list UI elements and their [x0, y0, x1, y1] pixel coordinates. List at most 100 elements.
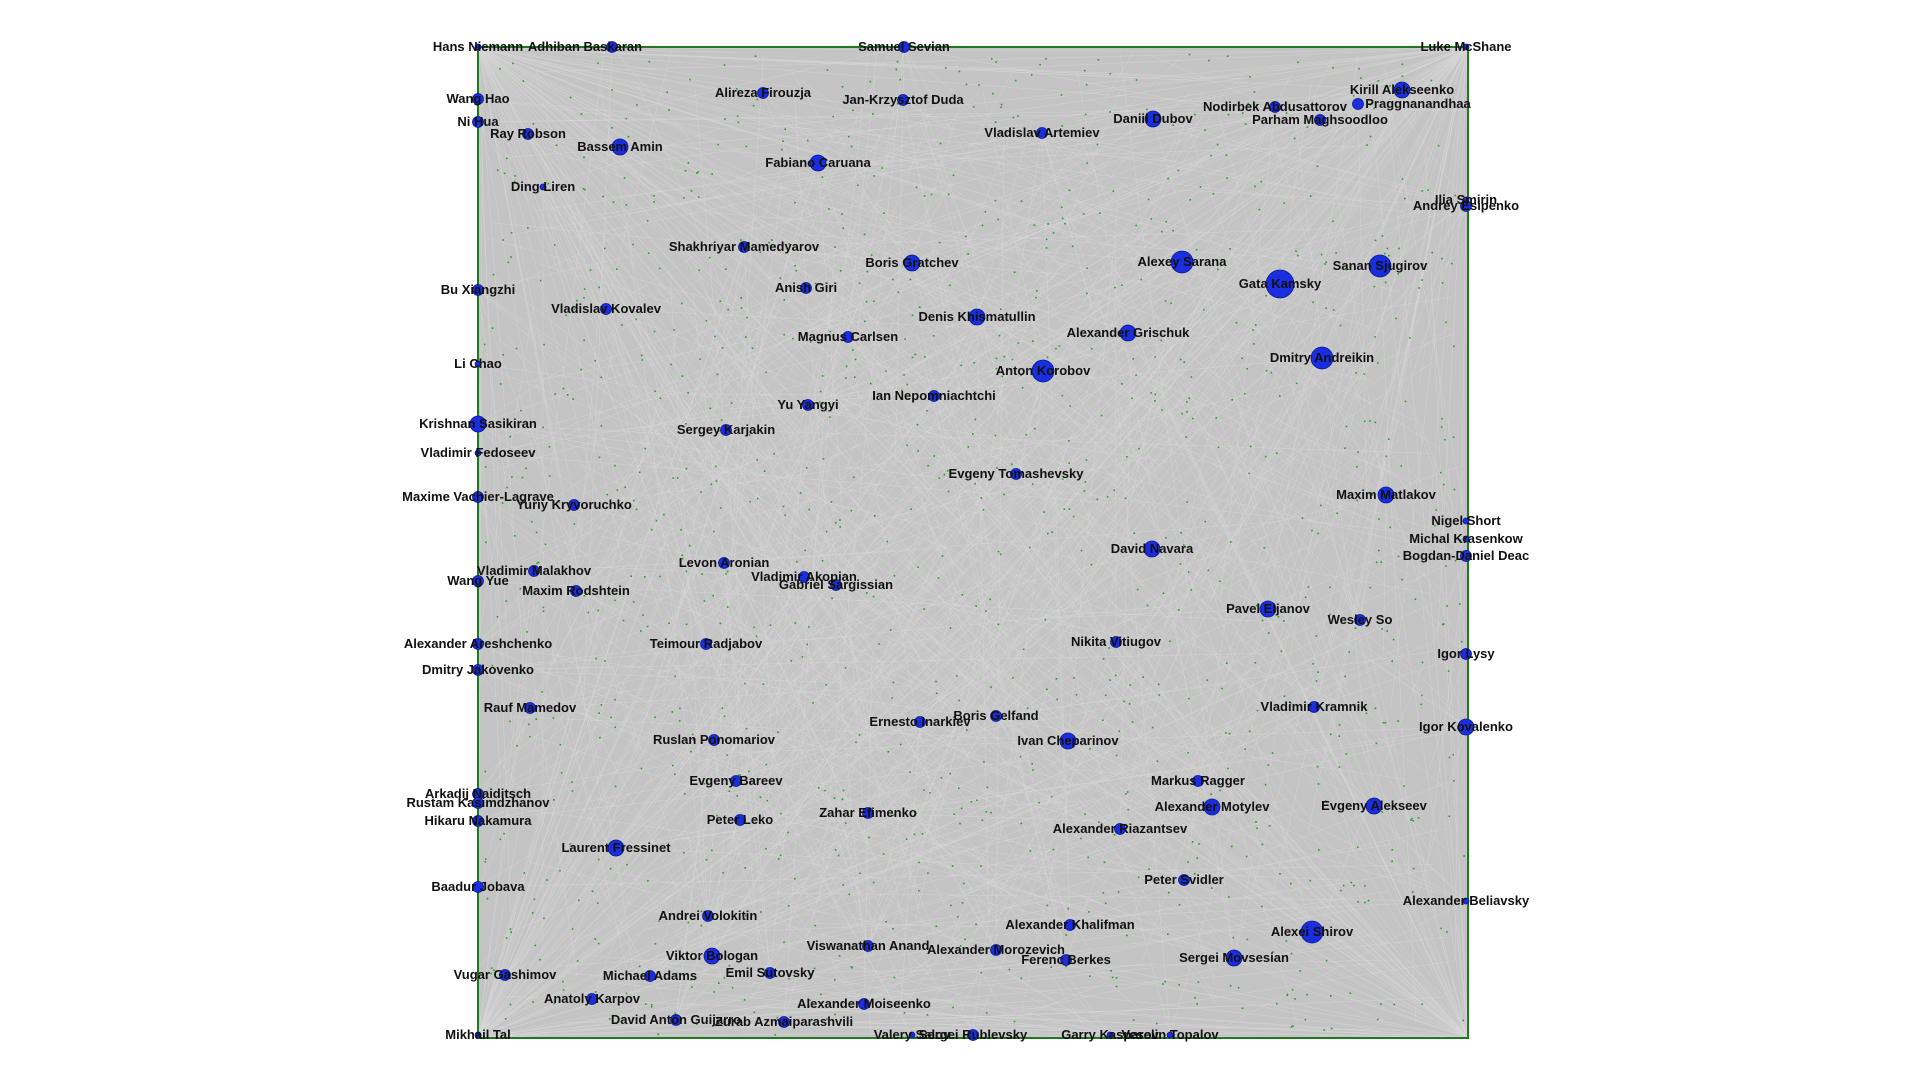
graph-node[interactable]	[1192, 775, 1204, 787]
graph-node[interactable]	[472, 664, 484, 676]
graph-node[interactable]	[1269, 101, 1281, 113]
graph-node[interactable]	[472, 575, 484, 587]
graph-node[interactable]	[908, 1031, 916, 1039]
graph-node[interactable]	[1259, 600, 1277, 618]
graph-node[interactable]	[809, 154, 827, 172]
graph-node[interactable]	[1300, 920, 1324, 944]
graph-node[interactable]	[1460, 550, 1472, 562]
graph-node[interactable]	[1106, 1031, 1114, 1039]
graph-node[interactable]	[903, 254, 921, 272]
graph-node[interactable]	[968, 308, 986, 326]
graph-node[interactable]	[730, 775, 742, 787]
graph-node[interactable]	[798, 571, 810, 583]
graph-node[interactable]	[1377, 486, 1395, 504]
graph-node[interactable]	[842, 331, 854, 343]
graph-node[interactable]	[1178, 874, 1190, 886]
graph-node[interactable]	[1143, 540, 1161, 558]
graph-node[interactable]	[600, 303, 612, 315]
graph-node[interactable]	[708, 734, 720, 746]
graph-node[interactable]	[472, 815, 484, 827]
graph-node[interactable]	[1114, 823, 1126, 835]
graph-node[interactable]	[830, 579, 842, 591]
graph-node[interactable]	[1059, 732, 1077, 750]
graph-node[interactable]	[524, 702, 536, 714]
graph-node[interactable]	[472, 638, 484, 650]
graph-node[interactable]	[499, 969, 511, 981]
graph-node[interactable]	[1203, 798, 1221, 816]
graph-node[interactable]	[474, 1031, 482, 1039]
graph-node[interactable]	[528, 565, 540, 577]
graph-node[interactable]	[474, 43, 482, 51]
graph-node[interactable]	[469, 415, 487, 433]
graph-node[interactable]	[472, 881, 484, 893]
graph-node[interactable]	[700, 638, 712, 650]
graph-node[interactable]	[539, 183, 547, 191]
graph-node[interactable]	[1310, 346, 1334, 370]
graph-node[interactable]	[1393, 81, 1411, 99]
graph-node[interactable]	[472, 797, 484, 809]
graph-node[interactable]	[1119, 324, 1137, 342]
graph-node[interactable]	[1462, 535, 1470, 543]
graph-node[interactable]	[928, 390, 940, 402]
graph-node[interactable]	[1010, 468, 1022, 480]
graph-node[interactable]	[474, 360, 482, 368]
graph-node[interactable]	[862, 940, 874, 952]
graph-node[interactable]	[670, 1014, 682, 1026]
graph-node[interactable]	[1064, 919, 1076, 931]
graph-node[interactable]	[611, 138, 629, 156]
graph-node[interactable]	[898, 41, 910, 53]
graph-node[interactable]	[858, 998, 870, 1010]
graph-node[interactable]	[1144, 110, 1162, 128]
graph-node[interactable]	[1314, 114, 1326, 126]
graph-node[interactable]	[1462, 517, 1470, 525]
graph-node[interactable]	[800, 282, 812, 294]
graph-node[interactable]	[472, 116, 484, 128]
graph-node[interactable]	[702, 910, 714, 922]
graph-node[interactable]	[990, 944, 1002, 956]
graph-node[interactable]	[1460, 648, 1472, 660]
graph-node[interactable]	[897, 94, 909, 106]
graph-node[interactable]	[914, 716, 926, 728]
graph-node[interactable]	[802, 399, 814, 411]
graph-node[interactable]	[734, 814, 746, 826]
graph-node[interactable]	[1365, 797, 1383, 815]
minor-node-dot	[1283, 620, 1285, 622]
graph-node[interactable]	[472, 93, 484, 105]
graph-node[interactable]	[644, 970, 656, 982]
graph-node[interactable]	[1060, 954, 1072, 966]
graph-node[interactable]	[1110, 636, 1122, 648]
graph-node[interactable]	[1462, 43, 1470, 51]
graph-node[interactable]	[1170, 250, 1194, 274]
graph-node[interactable]	[1308, 701, 1320, 713]
graph-node[interactable]	[570, 585, 582, 597]
graph-node[interactable]	[606, 41, 618, 53]
graph-node[interactable]	[764, 967, 776, 979]
graph-node[interactable]	[472, 491, 484, 503]
graph-node[interactable]	[472, 284, 484, 296]
graph-node[interactable]	[522, 128, 534, 140]
graph-node[interactable]	[1368, 254, 1392, 278]
graph-node[interactable]	[990, 710, 1002, 722]
graph-node[interactable]	[1225, 949, 1243, 967]
graph-node[interactable]	[1462, 897, 1470, 905]
graph-node[interactable]	[1352, 98, 1364, 110]
graph-node[interactable]	[1462, 196, 1470, 204]
graph-node[interactable]	[720, 424, 732, 436]
graph-node[interactable]	[1031, 359, 1055, 383]
graph-node[interactable]	[738, 241, 750, 253]
graph-node[interactable]	[1265, 269, 1295, 299]
graph-node[interactable]	[568, 499, 580, 511]
graph-node[interactable]	[757, 87, 769, 99]
graph-node[interactable]	[778, 1016, 790, 1028]
graph-node[interactable]	[862, 807, 874, 819]
graph-node[interactable]	[718, 557, 730, 569]
graph-node[interactable]	[703, 947, 721, 965]
graph-node[interactable]	[474, 449, 482, 457]
graph-node[interactable]	[607, 839, 625, 857]
graph-node[interactable]	[586, 993, 598, 1005]
graph-node[interactable]	[1036, 127, 1048, 139]
graph-node[interactable]	[1166, 1031, 1174, 1039]
graph-node[interactable]	[1457, 718, 1475, 736]
graph-node[interactable]	[967, 1029, 979, 1041]
graph-node[interactable]	[1354, 614, 1366, 626]
